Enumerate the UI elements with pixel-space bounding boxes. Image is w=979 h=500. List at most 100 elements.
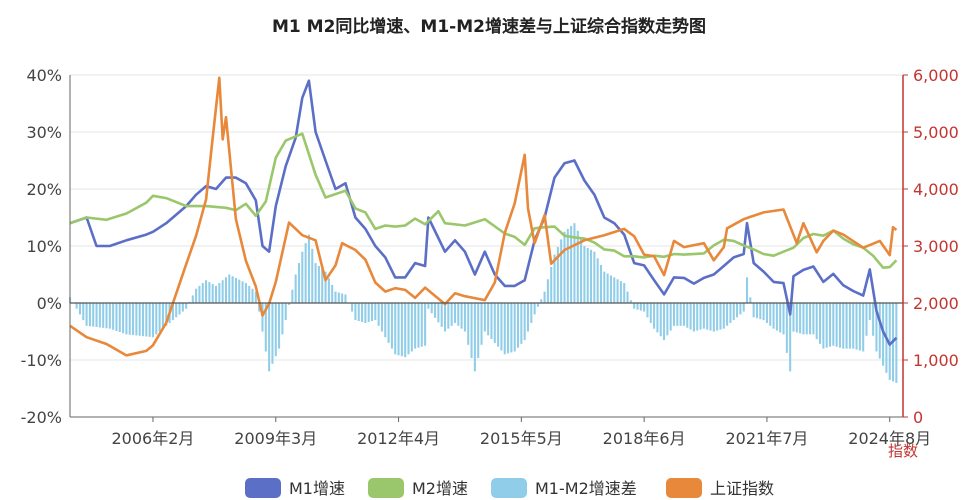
diff-bar [161,303,164,329]
diff-bar [165,303,168,326]
diff-bar [410,303,413,352]
diff-bar [802,303,805,335]
diff-bar [473,303,476,372]
diff-bar [868,303,871,321]
diff-bar [629,300,632,303]
diff-bar [855,303,858,350]
diff-bar [102,303,105,328]
diff-bar [679,303,682,326]
diff-bar [828,303,832,347]
diff-bar [407,303,410,355]
diff-bar [540,299,543,303]
legend-item[interactable]: M1-M2增速差 [491,478,637,498]
diff-bar [374,303,377,321]
diff-bar [98,303,101,328]
series-lines [69,76,898,357]
diff-bar [274,303,277,357]
diff-bar [344,294,347,303]
x-tick-label: 2015年5月 [480,429,563,448]
right-axis-name: 指数 [888,442,918,460]
diff-bar [78,303,81,315]
diff-bar [590,249,593,303]
diff-bar [331,284,334,303]
diff-bar [832,303,835,346]
diff-bar [825,303,828,348]
diff-bar [716,303,719,331]
diff-bar [248,285,251,303]
diff-bar [663,303,666,341]
diff-bar [699,303,702,330]
diff-bar [566,228,569,303]
diff-bar [593,251,596,303]
diff-bar [570,226,573,303]
diff-bar [181,303,184,312]
diff-bar [842,303,845,349]
diff-bar [254,291,257,303]
diff-bar [819,303,822,344]
diff-bar [526,303,530,332]
diff-bar [424,303,427,346]
diff-bar [158,303,161,332]
diff-bar [390,303,393,349]
diff-bar [417,303,420,348]
diff-bar [689,303,692,330]
legend-item[interactable]: M2增速 [368,478,468,498]
diff-bar [553,254,556,303]
diff-bar [755,303,759,319]
diff-bar [377,303,380,326]
legend-item[interactable]: 上证指数 [666,478,774,498]
diff-bar [875,303,878,352]
diff-bar [795,303,798,333]
legend-label: M1-M2增速差 [535,479,637,498]
diff-bar [563,231,566,303]
diff-bar [400,303,403,357]
legend-swatch [666,478,702,498]
diff-bar [769,303,772,326]
series-line-M1增速 [69,79,898,346]
diff-bar [214,285,218,303]
diff-bar [108,303,111,329]
diff-bar [218,283,221,303]
diff-bar [762,303,765,321]
diff-bar [739,303,742,315]
diff-bar [782,303,785,335]
diff-bar [291,289,294,303]
legend[interactable]: M1增速 M2增速 M1-M2增速差 上证指数 [245,478,774,498]
diff-bar [440,303,443,327]
diff-bar [384,303,387,338]
diff-bar [759,303,762,320]
diff-bar [493,303,496,343]
diff-bar [510,303,513,353]
diff-bar [118,303,121,333]
diff-bar [812,303,815,335]
diff-bar [888,303,891,380]
diff-bar [284,303,287,321]
diff-bar [692,303,695,332]
diff-bar [649,303,652,323]
diff-bar [546,279,549,303]
diff-bar [490,303,493,340]
diff-bar [327,278,330,303]
diff-bar [278,303,281,349]
diff-bar [364,303,367,323]
diff-bar [105,303,108,329]
diff-bar [201,283,204,303]
diff-bar [633,303,636,309]
diff-bar [533,303,536,315]
diff-bar [483,303,486,332]
legend-item[interactable]: M1增速 [245,478,345,498]
diff-bar [513,303,516,352]
y-right-tick-label: 6,000 [913,66,959,85]
diff-bar [380,303,383,332]
diff-bar [430,303,433,314]
series-line-M2增速 [69,132,898,269]
diff-bar [155,303,158,335]
diff-bar [775,303,778,331]
series-line-上证指数 [69,76,898,357]
diff-bar [550,266,553,303]
diff-bar [480,303,483,345]
diff-bar [709,303,712,331]
y-left-tick-label: 0% [37,294,62,313]
diff-bar [745,277,749,303]
